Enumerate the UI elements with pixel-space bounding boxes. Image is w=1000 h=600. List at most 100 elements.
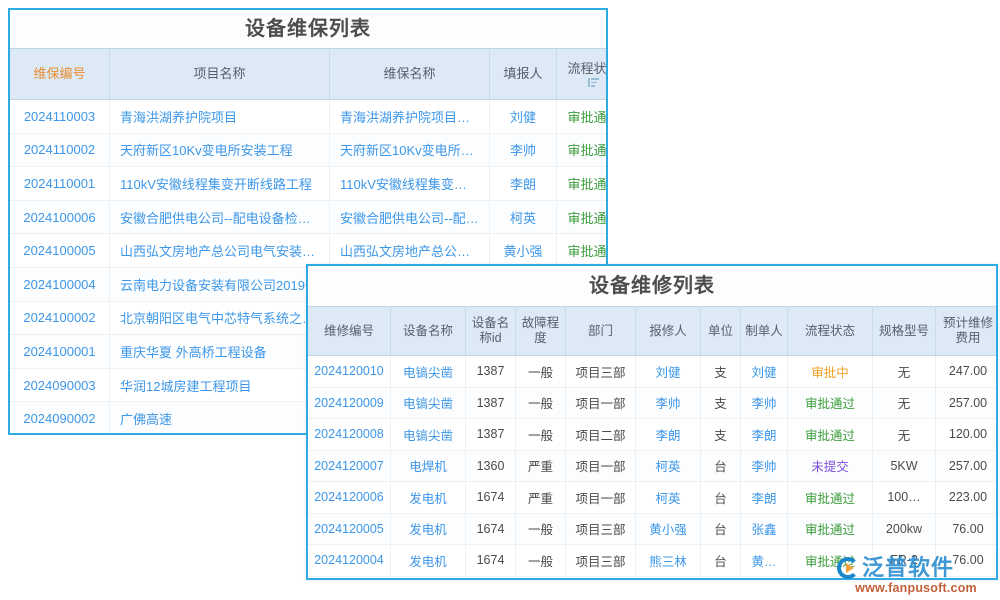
column-header-reporter[interactable]: 填报人 <box>489 48 557 100</box>
cell-flow-status[interactable]: 审批通过 <box>556 200 606 235</box>
table-row[interactable]: 2024120006 发电机 1674 严重 项目一部 柯英台李朗 审批通过 100… 223.… <box>308 481 996 514</box>
cell-project-name[interactable]: 山西弘文房地产总公司电气安装工程 <box>109 233 330 268</box>
cell-project-name[interactable]: 广佛高速 <box>109 401 330 433</box>
cell-project-name[interactable]: 110kV安徽线程集变开断线路工程 <box>109 166 330 201</box>
cell-maintenance-code[interactable]: 2024090003 <box>10 368 110 403</box>
cell-device-name[interactable]: 发电机 <box>390 481 466 514</box>
cell-project-name[interactable]: 华润12城房建工程项目 <box>109 368 330 403</box>
cell-maintenance-code[interactable]: 2024110003 <box>10 99 110 134</box>
cell-fault-level: 一般 <box>515 355 566 388</box>
cell-flow-status[interactable]: 审批通过 <box>556 133 606 168</box>
cell-department: 项目三部 <box>565 513 636 545</box>
table-row[interactable]: 2024100005 山西弘文房地产总公司电气安装工程 山西弘文房地产总公司电… 黄小… <box>10 233 606 268</box>
sort-filter-icon[interactable] <box>588 77 599 87</box>
column-header-unit[interactable]: 单位 <box>700 306 741 356</box>
table-row[interactable]: 2024100006 安徽合肥供电公司--配电设备检修… 安徽合肥供电公司--配电…… <box>10 200 606 235</box>
cell-repair-requester[interactable]: 李朗 <box>635 418 701 451</box>
cell-device-name[interactable]: 电镐尖凿 <box>390 387 466 419</box>
cell-project-name[interactable]: 天府新区10Kv变电所安装工程 <box>109 133 330 168</box>
cell-maintenance-code[interactable]: 2024110001 <box>10 166 110 201</box>
cell-repair-code[interactable]: 2024120005 <box>308 513 391 545</box>
cell-project-name[interactable]: 云南电力设备安装有限公司2019--2… <box>109 267 330 302</box>
column-header-device-name[interactable]: 设备名称 <box>390 306 466 356</box>
table-row[interactable]: 2024110002 天府新区10Kv变电所安装工程 天府新区10Kv变电所安装… 李… <box>10 133 606 168</box>
column-header-department[interactable]: 部门 <box>565 306 636 356</box>
cell-estimated-fee: 223.00 <box>935 481 996 514</box>
column-header-repair-requester[interactable]: 报修人 <box>635 306 701 356</box>
table-row[interactable]: 2024120010 电镐尖凿 1387 一般 项目三部 刘健支刘健 审批中无 247.00 <box>308 355 996 388</box>
cell-device-name[interactable]: 发电机 <box>390 544 466 577</box>
cell-reporter[interactable]: 李帅 <box>489 133 557 168</box>
table-row[interactable]: 2024120007 电焊机 1360 严重 项目一部 柯英台李帅 未提交 5KW 257.00 <box>308 450 996 482</box>
cell-device-id: 1387 <box>465 387 516 419</box>
cell-maintenance-code[interactable]: 2024100006 <box>10 200 110 235</box>
cell-flow-status[interactable]: 审批通过 <box>556 233 606 268</box>
cell-maintenance-name[interactable]: 110kV安徽线程集变开断… <box>329 166 490 201</box>
cell-maintenance-name[interactable]: 山西弘文房地产总公司电… <box>329 233 490 268</box>
cell-repair-code[interactable]: 2024120006 <box>308 481 391 514</box>
cell-maintenance-code[interactable]: 2024100001 <box>10 334 110 369</box>
cell-repair-requester[interactable]: 刘健 <box>635 355 701 388</box>
cell-maintenance-name[interactable]: 天府新区10Kv变电所安装… <box>329 133 490 168</box>
cell-repair-code[interactable]: 2024120007 <box>308 450 391 482</box>
cell-project-name[interactable]: 安徽合肥供电公司--配电设备检修… <box>109 200 330 235</box>
column-header-project-name[interactable]: 项目名称 <box>109 48 330 100</box>
table-row[interactable]: 2024120004 发电机 1674 一般 项目三部 熊三林台黄… 审批通过 FR-2 76.… <box>308 544 996 577</box>
cell-maintenance-code[interactable]: 2024110002 <box>10 133 110 168</box>
cell-reporter[interactable]: 刘健 <box>489 99 557 134</box>
table-row[interactable]: 2024120009 电镐尖凿 1387 一般 项目一部 李帅支李帅 审批通过无 257.00 <box>308 387 996 419</box>
column-header-repair-code[interactable]: 维修编号 <box>308 306 391 356</box>
cell-repair-code[interactable]: 2024120008 <box>308 418 391 451</box>
cell-repair-code[interactable]: 2024120010 <box>308 355 391 388</box>
cell-document-maker[interactable]: 黄… <box>740 544 788 577</box>
cell-device-name[interactable]: 电镐尖凿 <box>390 418 466 451</box>
column-header-fault-level[interactable]: 故障程度 <box>515 306 566 356</box>
cell-spec-model: 200kw <box>872 513 936 545</box>
column-header-flow-status[interactable]: 流程状态 <box>556 48 606 100</box>
cell-maintenance-name[interactable]: 青海洪湖养护院项目设备… <box>329 99 490 134</box>
cell-project-name[interactable]: 重庆华夏 外高桥工程设备 <box>109 334 330 369</box>
column-header-device-id[interactable]: 设备名称id <box>465 306 516 356</box>
table-row[interactable]: 2024120008 电镐尖凿 1387 一般 项目二部 李朗支李朗 审批通过无 120.00 <box>308 418 996 451</box>
cell-maintenance-code[interactable]: 2024090002 <box>10 401 110 433</box>
column-header-maintenance-name[interactable]: 维保名称 <box>329 48 490 100</box>
cell-document-maker[interactable]: 张鑫 <box>740 513 788 545</box>
column-header-document-maker[interactable]: 制单人 <box>740 306 788 356</box>
cell-reporter[interactable]: 黄小强 <box>489 233 557 268</box>
cell-fault-level: 一般 <box>515 387 566 419</box>
cell-flow-status[interactable]: 审批通过 <box>556 166 606 201</box>
cell-maintenance-code[interactable]: 2024100004 <box>10 267 110 302</box>
column-header-spec-model[interactable]: 规格型号 <box>872 306 936 356</box>
column-header-estimated-fee[interactable]: 预计维修费用 <box>935 306 996 356</box>
cell-document-maker[interactable]: 李帅 <box>740 450 788 482</box>
cell-document-maker[interactable]: 刘健 <box>740 355 788 388</box>
cell-document-maker[interactable]: 李帅 <box>740 387 788 419</box>
cell-repair-code[interactable]: 2024120009 <box>308 387 391 419</box>
cell-project-name[interactable]: 青海洪湖养护院项目 <box>109 99 330 134</box>
table-row[interactable]: 2024120005 发电机 1674 一般 项目三部 黄小强台张鑫 审批通过 200kw 76… <box>308 513 996 545</box>
cell-document-maker[interactable]: 李朗 <box>740 481 788 514</box>
cell-department: 项目二部 <box>565 418 636 451</box>
cell-spec-model: FR-2 <box>872 544 936 577</box>
cell-repair-requester[interactable]: 柯英 <box>635 450 701 482</box>
cell-document-maker[interactable]: 李朗 <box>740 418 788 451</box>
cell-device-name[interactable]: 电镐尖凿 <box>390 355 466 388</box>
column-header-flow-status[interactable]: 流程状态 <box>787 306 873 356</box>
cell-maintenance-code[interactable]: 2024100005 <box>10 233 110 268</box>
column-header-maintenance-code[interactable]: 维保编号 <box>10 48 110 100</box>
cell-maintenance-name[interactable]: 安徽合肥供电公司--配电… <box>329 200 490 235</box>
cell-repair-requester[interactable]: 黄小强 <box>635 513 701 545</box>
cell-repair-requester[interactable]: 李帅 <box>635 387 701 419</box>
table-row[interactable]: 2024110001 110kV安徽线程集变开断线路工程 110kV安徽线程集变开断… <box>10 166 606 201</box>
cell-repair-requester[interactable]: 熊三林 <box>635 544 701 577</box>
cell-reporter[interactable]: 李朗 <box>489 166 557 201</box>
cell-maintenance-code[interactable]: 2024100002 <box>10 301 110 336</box>
cell-device-name[interactable]: 电焊机 <box>390 450 466 482</box>
cell-flow-status[interactable]: 审批通过 <box>556 99 606 134</box>
cell-device-name[interactable]: 发电机 <box>390 513 466 545</box>
cell-repair-requester[interactable]: 柯英 <box>635 481 701 514</box>
cell-repair-code[interactable]: 2024120004 <box>308 544 391 577</box>
cell-project-name[interactable]: 北京朝阳区电气中芯特气系统之GM… <box>109 301 330 336</box>
cell-reporter[interactable]: 柯英 <box>489 200 557 235</box>
